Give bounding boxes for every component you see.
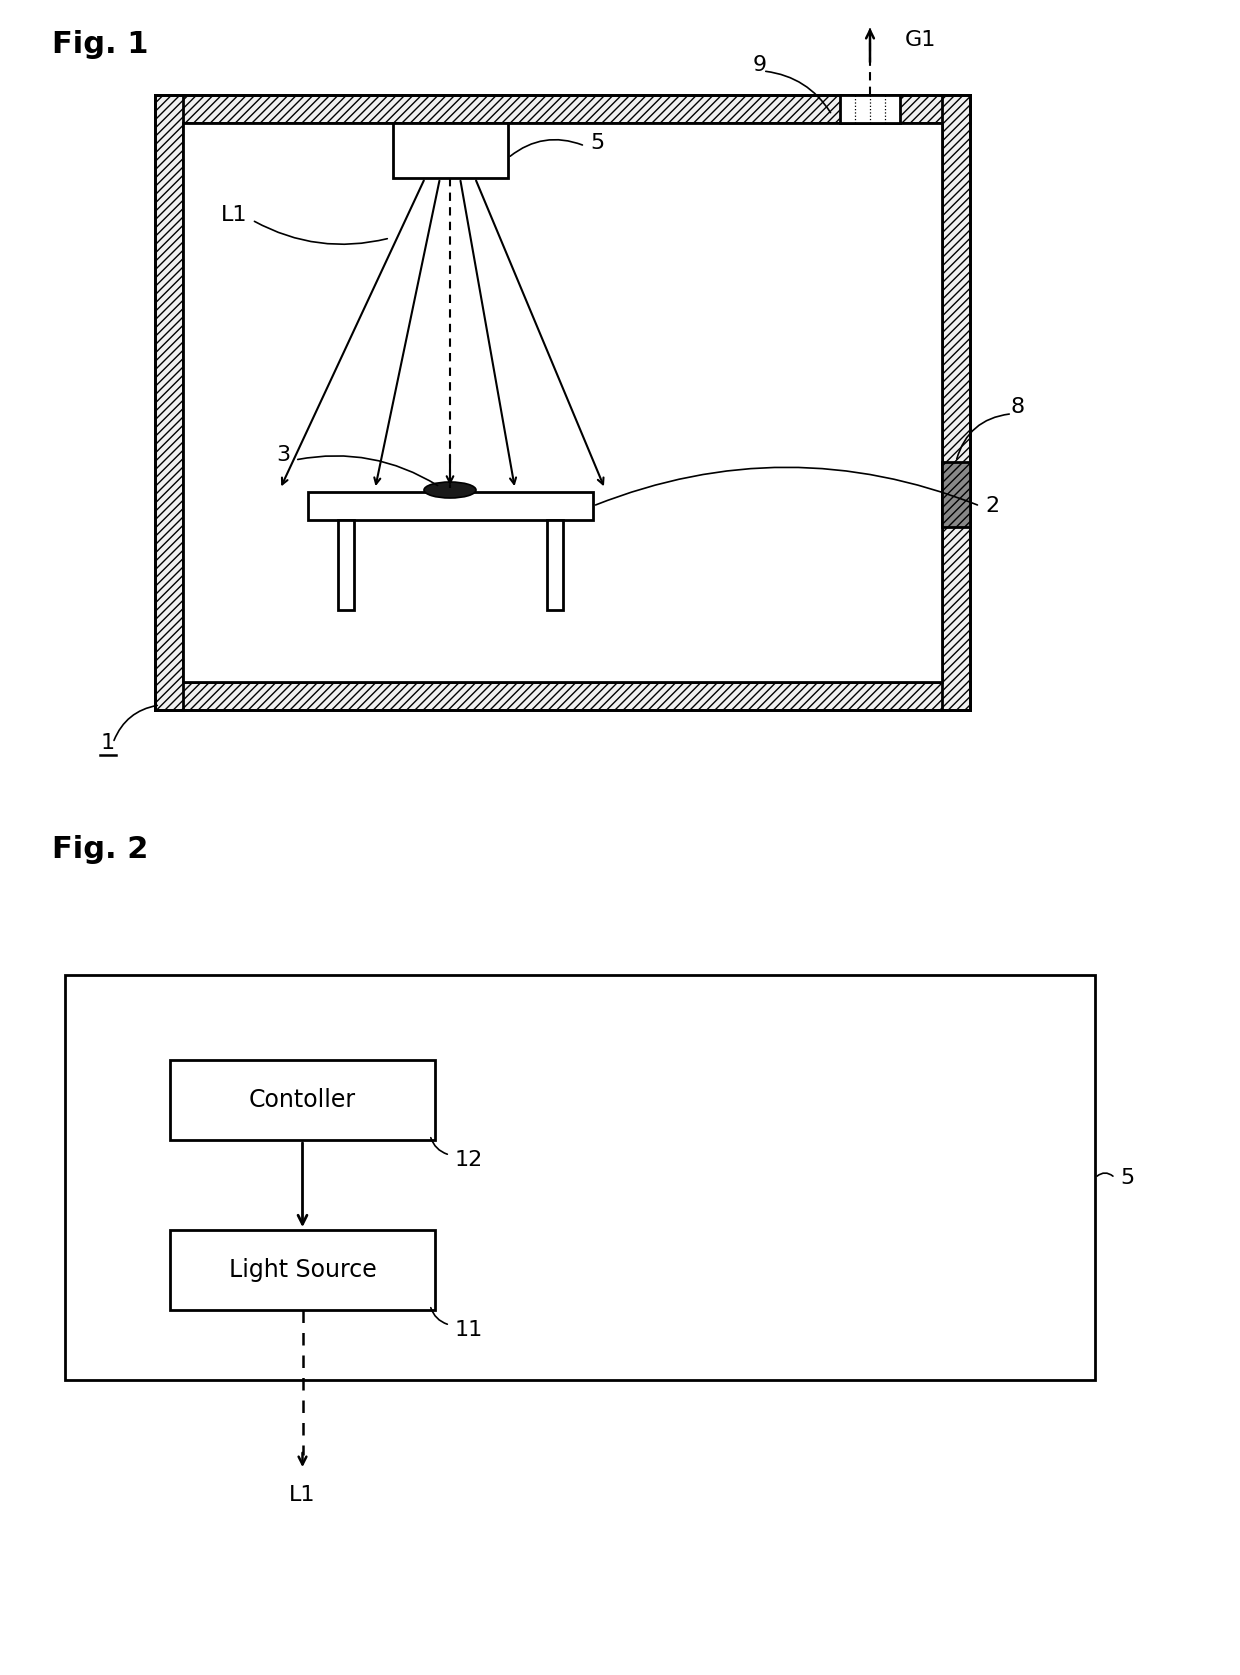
Text: Fig. 2: Fig. 2 <box>52 836 149 864</box>
Text: 12: 12 <box>455 1151 484 1171</box>
Bar <box>170 1229 435 1310</box>
Text: Contoller: Contoller <box>249 1089 356 1112</box>
Bar <box>170 1060 435 1141</box>
Bar <box>155 682 970 710</box>
Ellipse shape <box>424 482 476 497</box>
Text: 11: 11 <box>455 1320 484 1340</box>
Text: 5: 5 <box>1120 1167 1135 1188</box>
Bar <box>393 122 508 178</box>
Bar <box>547 519 563 610</box>
Text: 9: 9 <box>753 55 768 75</box>
Bar <box>155 95 184 710</box>
Text: Fig. 1: Fig. 1 <box>52 30 149 59</box>
Bar <box>339 519 353 610</box>
Text: 5: 5 <box>590 132 604 152</box>
Text: 8: 8 <box>1011 397 1024 417</box>
Text: 2: 2 <box>985 496 999 516</box>
Bar <box>942 95 970 710</box>
Text: G1: G1 <box>905 30 936 50</box>
Bar <box>839 95 900 122</box>
Bar <box>942 462 970 526</box>
Bar <box>155 95 970 122</box>
Bar <box>308 492 593 519</box>
Text: L1: L1 <box>289 1486 316 1506</box>
Text: 3: 3 <box>275 446 290 466</box>
Text: L1: L1 <box>221 204 247 224</box>
Text: Light Source: Light Source <box>228 1258 377 1281</box>
Text: 1: 1 <box>100 734 115 754</box>
Bar <box>64 975 1095 1380</box>
Bar <box>184 122 942 682</box>
